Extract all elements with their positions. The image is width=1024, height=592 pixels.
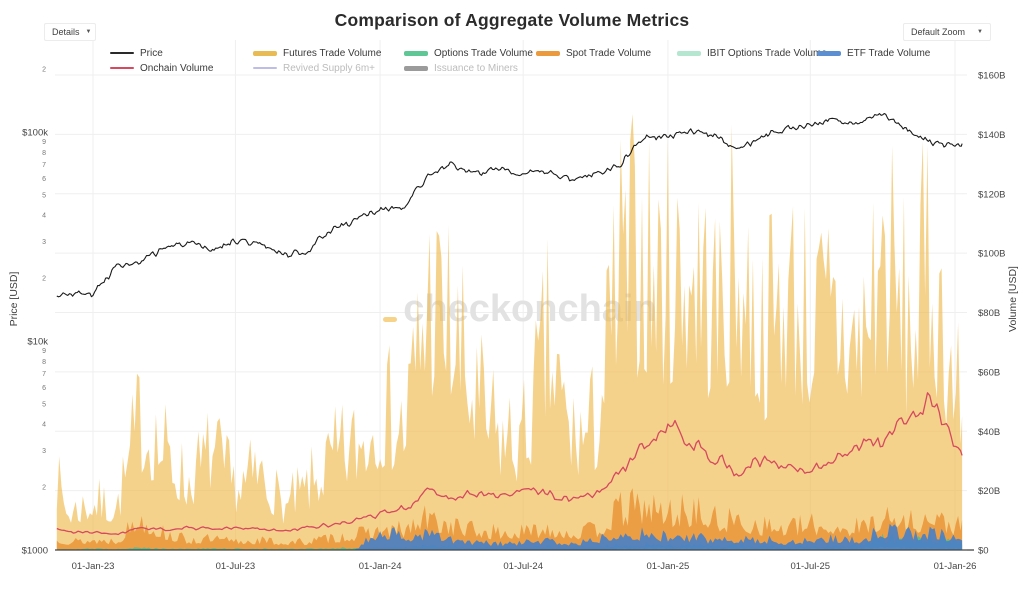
svg-text:5: 5 xyxy=(42,401,46,408)
price-swatch-icon xyxy=(110,52,134,54)
default-zoom-label: Default Zoom xyxy=(911,27,966,37)
svg-text:$100B: $100B xyxy=(978,249,1005,260)
legend-label: Spot Trade Volume xyxy=(566,47,652,59)
etf-trade-volume-swatch-icon xyxy=(817,50,841,56)
svg-text:$40B: $40B xyxy=(978,427,1000,438)
watermark: checkonchain xyxy=(383,288,657,330)
legend-label: IBIT Options Trade Volume xyxy=(707,47,827,59)
right-axis-ticks: $0 $20B $40B $60B $80B $100B $120B $140B $160B xyxy=(978,71,1005,557)
legend-item-issuance-to-miners[interactable]: Issuance to Miners xyxy=(404,62,536,74)
svg-text:$100k: $100k xyxy=(22,128,48,139)
svg-text:$1000: $1000 xyxy=(22,546,48,557)
legend-item-options-trade-volume[interactable]: Options Trade Volume xyxy=(404,47,536,59)
svg-text:$20B: $20B xyxy=(978,486,1000,497)
legend-item-price[interactable]: Price xyxy=(110,47,253,59)
etf-trade-volume-area xyxy=(56,523,963,550)
legend-label: Options Trade Volume xyxy=(434,47,533,59)
page-title: Comparison of Aggregate Volume Metrics xyxy=(334,10,690,30)
left-axis-minor-ticks: 2 9 8 7 6 5 4 3 2 9 8 7 6 5 4 3 2 xyxy=(42,67,46,492)
caret-down-icon: ▼ xyxy=(85,29,92,35)
svg-text:01-Jul-24: 01-Jul-24 xyxy=(503,561,543,572)
svg-text:$60B: $60B xyxy=(978,367,1000,378)
svg-text:$0: $0 xyxy=(978,546,989,557)
svg-text:6: 6 xyxy=(42,385,46,392)
series-layer xyxy=(56,112,963,550)
svg-text:7: 7 xyxy=(42,371,46,378)
svg-text:$10k: $10k xyxy=(27,337,48,348)
left-axis-title: Price [USD] xyxy=(8,271,20,327)
spot-trade-volume-area xyxy=(56,488,963,550)
svg-text:7: 7 xyxy=(42,162,46,169)
default-zoom-dropdown[interactable]: Default Zoom ▼ xyxy=(903,23,991,41)
left-axis-ticks: $100k $10k $1000 xyxy=(22,128,49,557)
legend-label: Onchain Volume xyxy=(140,62,214,74)
svg-text:8: 8 xyxy=(42,150,46,157)
svg-text:$160B: $160B xyxy=(978,71,1005,82)
svg-text:3: 3 xyxy=(42,448,46,455)
svg-text:01-Jul-23: 01-Jul-23 xyxy=(216,561,256,572)
chart-legend: Price Futures Trade Volume Options Trade V… xyxy=(110,47,930,74)
ibit-options-trade-volume-swatch-icon xyxy=(677,50,701,56)
right-axis-title: Volume [USD] xyxy=(1007,266,1019,332)
svg-text:$140B: $140B xyxy=(978,130,1005,141)
details-dropdown[interactable]: Details ▼ xyxy=(44,23,96,41)
legend-item-ibit-options-trade-volume[interactable]: IBIT Options Trade Volume xyxy=(677,47,827,59)
svg-text:01-Jan-25: 01-Jan-25 xyxy=(647,561,690,572)
watermark-dash-icon xyxy=(383,317,397,322)
svg-text:3: 3 xyxy=(42,239,46,246)
legend-item-onchain-volume[interactable]: Onchain Volume xyxy=(110,62,253,74)
legend-label: ETF Trade Volume xyxy=(847,47,931,59)
legend-label: Futures Trade Volume xyxy=(283,47,382,59)
svg-text:4: 4 xyxy=(42,213,46,220)
caret-down-icon: ▼ xyxy=(977,29,983,35)
svg-text:01-Jul-25: 01-Jul-25 xyxy=(790,561,830,572)
futures-trade-volume-swatch-icon xyxy=(253,50,277,56)
svg-text:$120B: $120B xyxy=(978,189,1005,200)
issuance-to-miners-swatch-icon xyxy=(404,65,428,71)
legend-item-etf-trade-volume[interactable]: ETF Trade Volume xyxy=(817,47,930,59)
svg-text:8: 8 xyxy=(42,359,46,366)
svg-text:01-Jan-24: 01-Jan-24 xyxy=(359,561,402,572)
svg-text:2: 2 xyxy=(42,67,46,74)
svg-text:2: 2 xyxy=(42,485,46,492)
legend-item-spot-trade-volume[interactable]: Spot Trade Volume xyxy=(536,47,677,59)
revived-supply-6m-swatch-icon xyxy=(253,67,277,69)
futures-trade-volume-area xyxy=(56,114,963,550)
legend-label: Revived Supply 6m+ xyxy=(283,62,375,74)
details-label: Details xyxy=(52,27,80,37)
onchain-volume-line xyxy=(56,392,963,536)
svg-text:$80B: $80B xyxy=(978,308,1000,319)
svg-text:01-Jan-23: 01-Jan-23 xyxy=(72,561,115,572)
legend-label: Price xyxy=(140,47,163,59)
svg-text:01-Jan-26: 01-Jan-26 xyxy=(934,561,977,572)
svg-text:4: 4 xyxy=(42,422,46,429)
svg-text:9: 9 xyxy=(42,348,46,355)
svg-text:2: 2 xyxy=(42,276,46,283)
options-trade-volume-swatch-icon xyxy=(404,50,428,56)
svg-text:9: 9 xyxy=(42,139,46,146)
price-line xyxy=(56,112,963,298)
spot-trade-volume-swatch-icon xyxy=(536,50,560,56)
legend-item-futures-trade-volume[interactable]: Futures Trade Volume xyxy=(253,47,404,59)
onchain-volume-swatch-icon xyxy=(110,67,134,69)
legend-label: Issuance to Miners xyxy=(434,62,518,74)
svg-text:6: 6 xyxy=(42,176,46,183)
x-axis-ticks: 01-Jan-23 01-Jul-23 01-Jan-24 01-Jul-24 01-J… xyxy=(72,561,977,572)
svg-text:5: 5 xyxy=(42,192,46,199)
legend-item-revived-supply-6m[interactable]: Revived Supply 6m+ xyxy=(253,62,404,74)
